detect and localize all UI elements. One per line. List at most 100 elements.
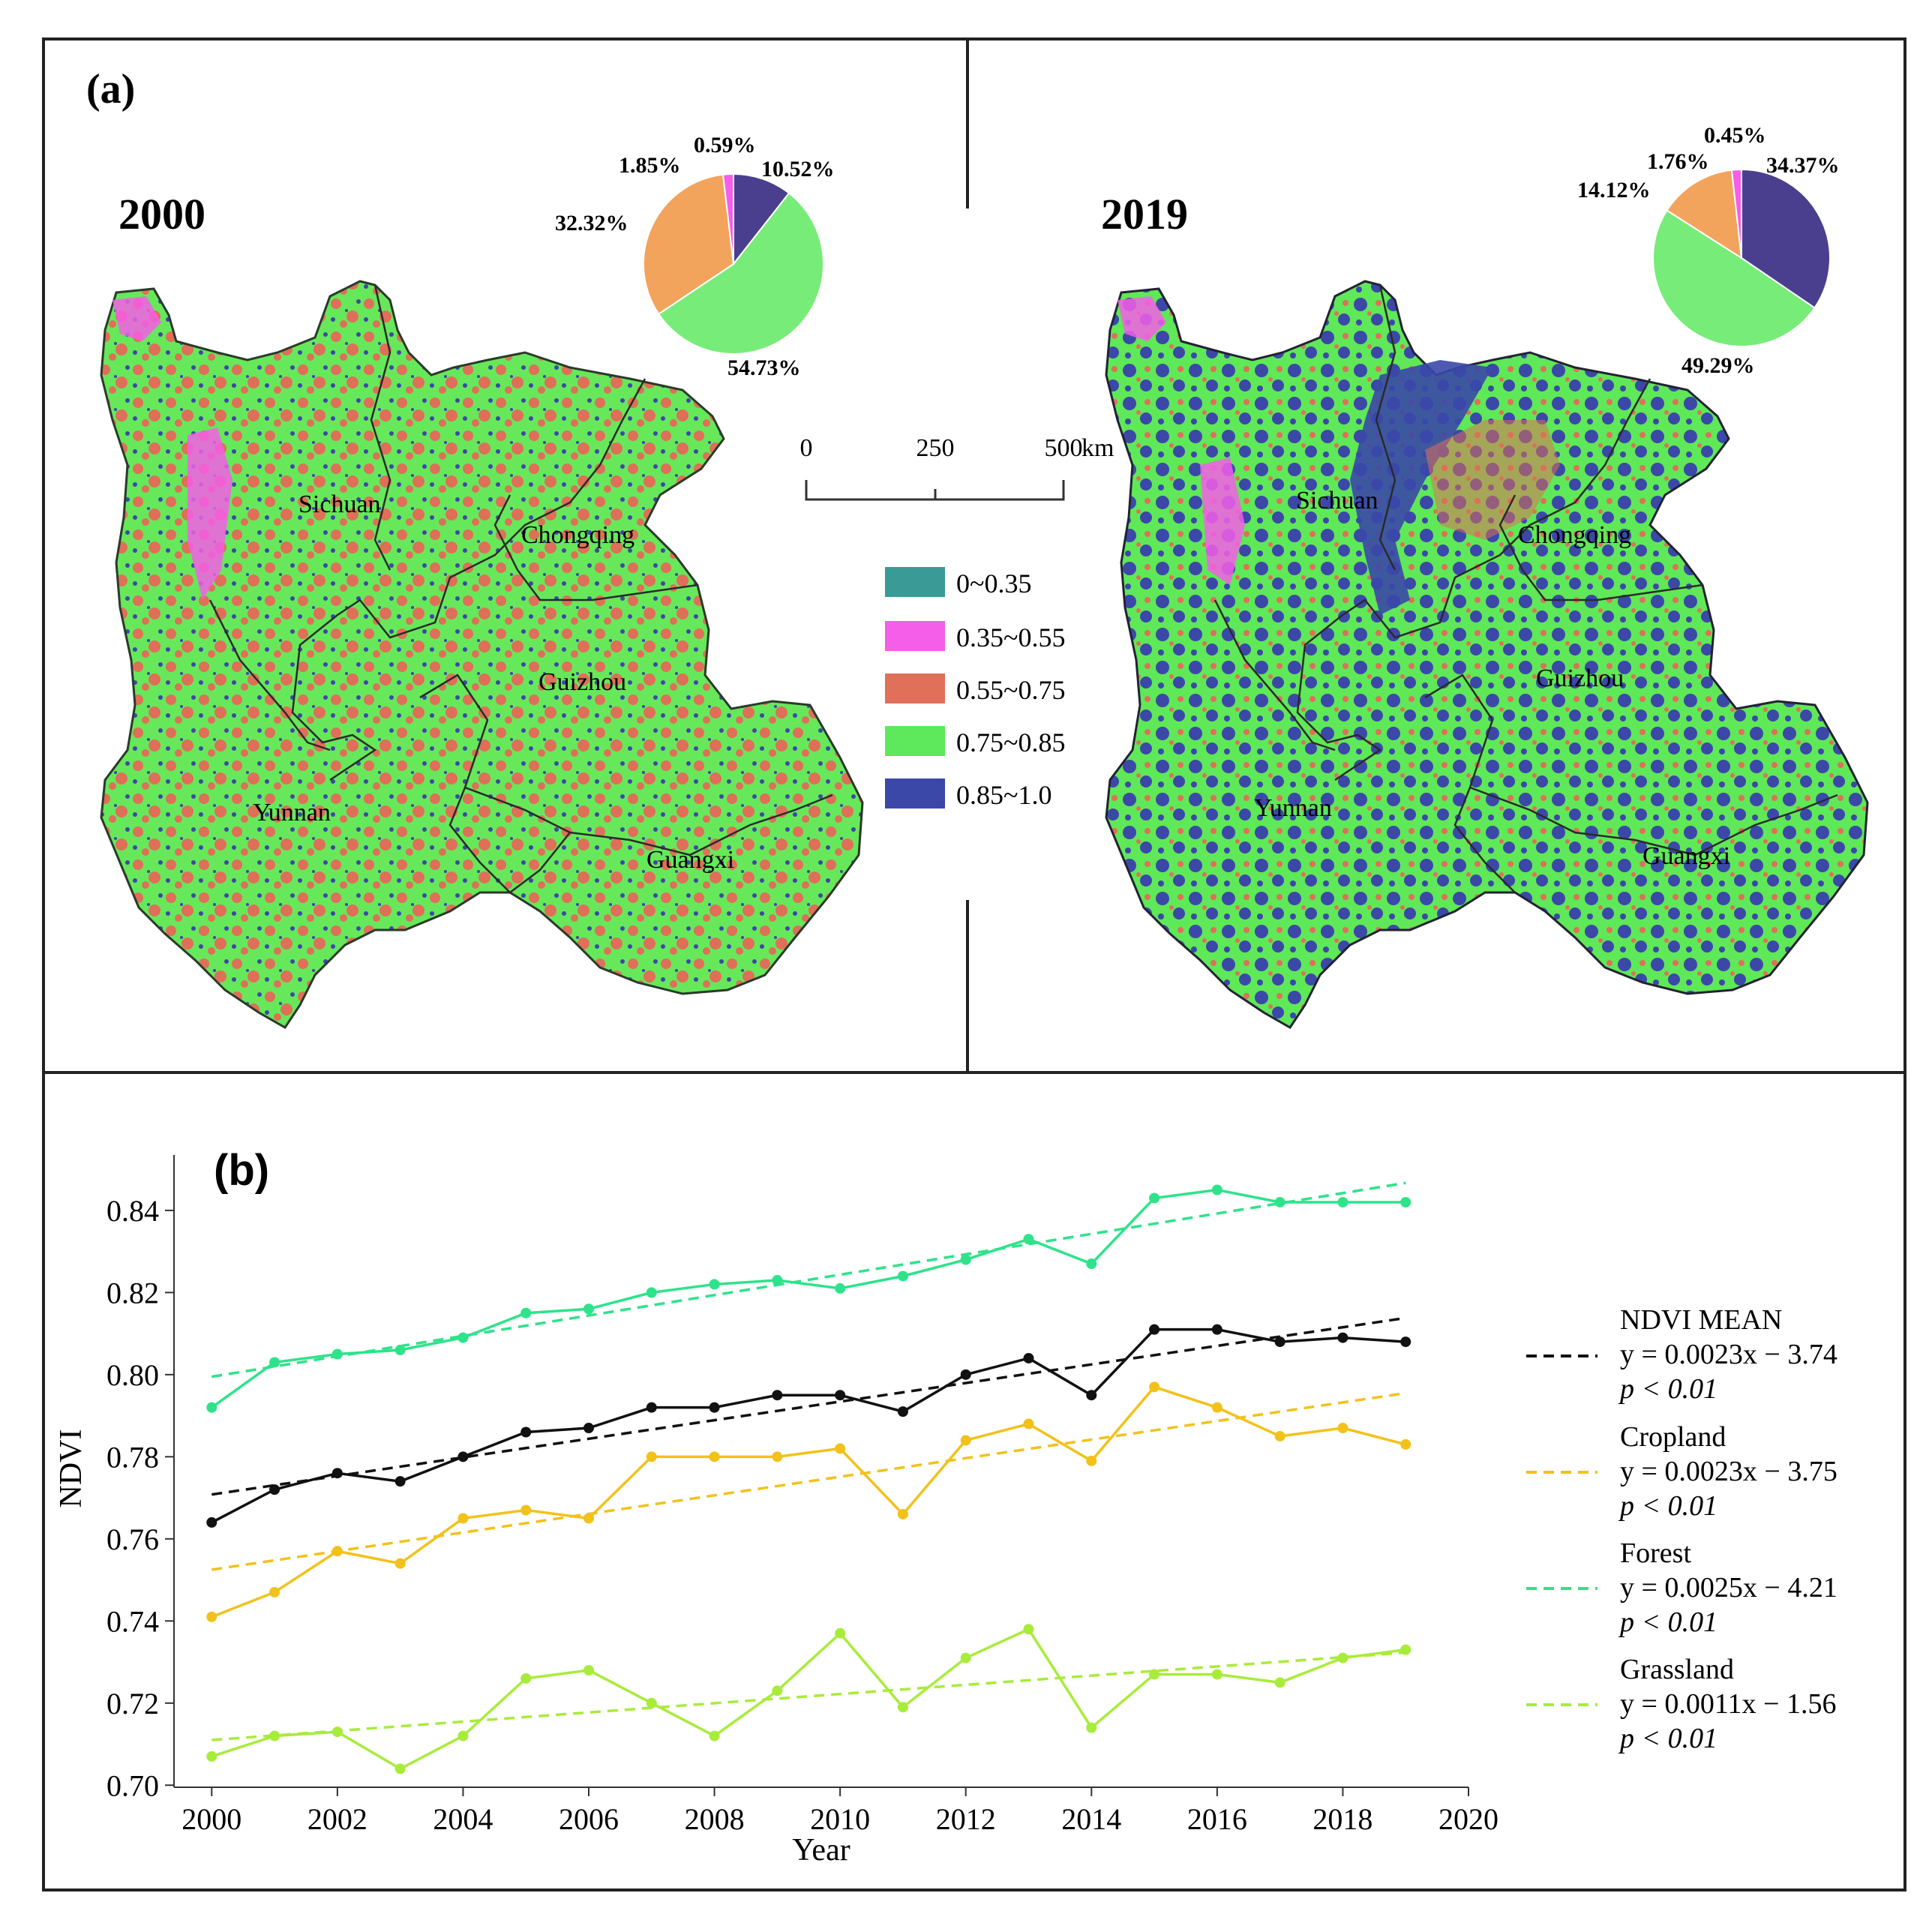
year-label-2000: 2000 [118,190,206,238]
panel-a-label: (a) [86,66,135,112]
scale-bar-line [805,480,1065,501]
data-point-cropland [709,1451,720,1462]
x-axis-title: Year [792,1833,850,1868]
data-point-grassland [269,1730,280,1742]
x-tick-label: 2020 [1438,1802,1498,1836]
data-point-ndvi-mean [1400,1336,1412,1348]
y-tick-label: 0.80 [106,1358,159,1392]
pie-2000 [643,172,825,356]
legend-title-forest: Forest [1620,1538,1691,1569]
pie-2019-label-176: 1.76% [1647,149,1709,174]
map-2019 [1105,280,1869,1029]
region-shape-2019 [1105,280,1869,1029]
data-point-ndvi-mean [206,1516,218,1528]
data-point-grassland [960,1652,971,1664]
province-borders-2000 [208,284,833,893]
line-legend: NDVI MEAN y = 0.0023x − 3.74 p < 0.01 Cr… [1526,1304,1838,1754]
panel-b-frame [42,1071,1906,1892]
data-point-forest [1337,1196,1348,1208]
data-point-forest [394,1345,406,1356]
legend-p-cropland: p < 0.01 [1618,1490,1718,1522]
data-point-cropland [646,1451,657,1462]
pie-2000-label-059: 0.59% [694,133,756,158]
scale-bar-label-0: 0 [800,434,813,462]
data-point-forest [269,1357,280,1368]
data-point-cropland [1337,1423,1348,1434]
pie-2000-slice-1 [657,192,825,356]
data-point-forest [709,1279,720,1290]
scale-bar-label-500: 500 [1045,434,1083,462]
legend-swatch-1 [885,621,945,651]
pie-2019-slice-3 [1730,168,1742,259]
legend-swatch-0 [885,567,945,597]
legend-p-grassland: p < 0.01 [1618,1723,1718,1754]
data-point-ndvi-mean [458,1451,469,1462]
sichuan-pink-patch-2000 [112,296,232,600]
data-point-cropland [960,1435,971,1446]
pie-2019-label-045: 0.45% [1704,123,1766,148]
data-point-forest [1400,1196,1412,1208]
data-point-forest [520,1307,532,1318]
data-point-ndvi-mean [332,1468,343,1479]
province-label-guizhou-2000: Guizhou [538,668,626,696]
pie-2000-slice-3 [722,172,734,265]
pie-2000-label-3232: 32.32% [555,211,628,236]
data-point-ndvi-mean [583,1423,594,1434]
x-tick-label: 2000 [182,1802,242,1836]
data-point-ndvi-mean [1149,1324,1160,1335]
x-tick-label: 2018 [1312,1802,1372,1836]
data-point-grassland [1400,1644,1412,1655]
data-point-cropland [1023,1418,1034,1430]
year-label-2019: 2019 [1101,190,1188,238]
data-point-cropland [1149,1382,1160,1393]
y-tick-label: 0.72 [106,1687,159,1720]
data-point-grassland [458,1730,469,1742]
pie-2000-label-1052: 10.52% [761,157,835,182]
series-line-cropland [211,1385,1406,1618]
province-label-guangxi-2000: Guangxi [646,846,734,874]
data-point-cropland [269,1586,280,1598]
sichuan-pink-patch-2019 [1118,296,1245,585]
data-point-forest [1274,1196,1286,1208]
y-tick-label: 0.74 [106,1604,159,1638]
y-tick-label: 0.70 [106,1768,159,1802]
data-point-grassland [709,1730,720,1742]
legend-eq-grassland: y = 0.0011x − 1.56 [1620,1688,1836,1720]
data-point-ndvi-mean [1337,1332,1348,1343]
data-point-ndvi-mean [772,1390,783,1401]
legend-label-1: 0.35~0.55 [956,622,1065,652]
trend-line-grassland [212,1651,1406,1742]
data-point-grassland [583,1664,594,1676]
x-tick-label: 2004 [433,1802,493,1836]
region-shape-2000 [100,280,864,1029]
legend-title-grassland: Grassland [1620,1654,1734,1685]
data-point-ndvi-mean [1211,1324,1222,1335]
scale-bar-unit: km [1082,434,1114,462]
data-point-cropland [1211,1402,1222,1413]
data-point-forest [1211,1184,1222,1196]
data-point-cropland [772,1451,783,1462]
legend-label-3: 0.75~0.85 [956,728,1065,758]
legend-swatch-4 [885,778,945,808]
trend-line-cropland [212,1391,1406,1571]
map-legend: 0~0.35 0.35~0.55 0.55~0.75 0.75~0.85 0.8… [885,567,1065,810]
x-tick-label: 2016 [1187,1802,1247,1836]
pie-2019-slice-0 [1741,168,1832,309]
data-point-forest [206,1402,218,1413]
legend-title-ndvi-mean: NDVI MEAN [1620,1304,1782,1336]
province-label-yunnan-2019: Yunnan [1254,794,1332,822]
legend-title-cropland: Cropland [1620,1421,1726,1453]
series-line-ndvi-mean [211,1328,1406,1524]
pie-2000-slice-2 [643,173,735,316]
data-point-cropland [458,1513,469,1524]
y-tick-label: 0.82 [106,1276,159,1310]
data-point-ndvi-mean [1023,1352,1034,1364]
legend-swatch-3 [885,726,945,756]
y-tick-label: 0.84 [106,1194,159,1228]
data-point-forest [1149,1192,1160,1204]
data-point-grassland [1274,1677,1286,1688]
data-point-forest [1086,1258,1097,1270]
y-axis-title: NDVI [54,1430,88,1508]
x-tick-label: 2012 [936,1802,996,1836]
